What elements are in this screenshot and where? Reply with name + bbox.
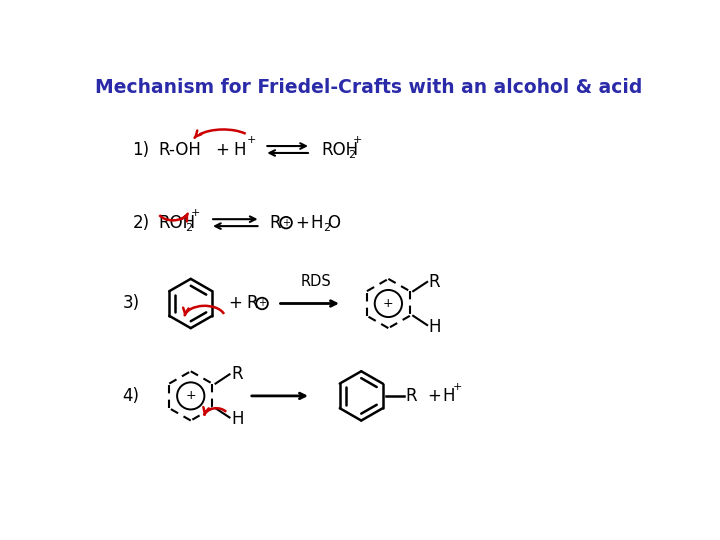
Text: R: R xyxy=(405,387,417,405)
Text: +: + xyxy=(353,135,362,145)
Text: +: + xyxy=(453,382,462,392)
Text: R: R xyxy=(246,294,258,313)
Text: +: + xyxy=(186,389,196,402)
Text: ROH: ROH xyxy=(158,214,195,232)
Text: H: H xyxy=(428,318,441,335)
Text: 2: 2 xyxy=(185,223,192,233)
Text: +: + xyxy=(383,297,394,310)
Text: H: H xyxy=(443,387,455,405)
Text: ROH: ROH xyxy=(321,140,358,159)
Text: Mechanism for Friedel-Crafts with an alcohol & acid: Mechanism for Friedel-Crafts with an alc… xyxy=(95,78,643,97)
Text: +: + xyxy=(247,135,256,145)
Text: +: + xyxy=(215,140,230,159)
Text: R: R xyxy=(231,366,243,383)
Text: +: + xyxy=(427,387,441,405)
Text: +: + xyxy=(228,294,242,313)
Text: 1): 1) xyxy=(132,140,150,159)
Text: 4): 4) xyxy=(122,387,140,405)
Text: 2): 2) xyxy=(132,214,150,232)
Text: +: + xyxy=(282,218,290,228)
Text: R: R xyxy=(270,214,282,232)
Text: 2: 2 xyxy=(323,223,330,233)
Text: +: + xyxy=(190,208,199,218)
Text: H: H xyxy=(233,140,246,159)
Text: H: H xyxy=(231,410,243,428)
Text: 2: 2 xyxy=(348,150,355,160)
Text: RDS: RDS xyxy=(301,274,331,289)
Text: +: + xyxy=(295,214,310,232)
Text: O: O xyxy=(328,214,341,232)
Text: +: + xyxy=(258,299,266,308)
Text: R-OH: R-OH xyxy=(158,140,201,159)
Text: 3): 3) xyxy=(122,294,140,313)
Text: H: H xyxy=(311,214,323,232)
Text: R: R xyxy=(428,273,441,291)
